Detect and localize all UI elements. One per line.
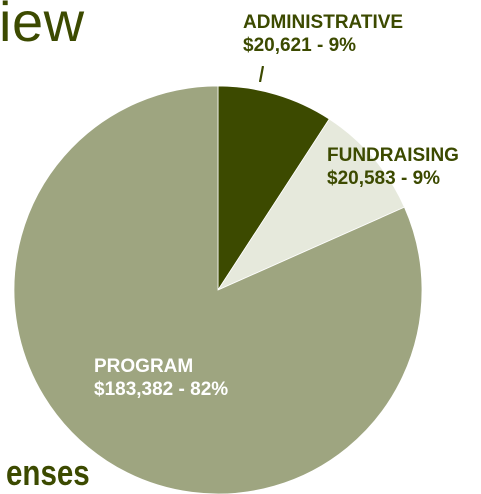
fundraising-label: FUNDRAISING $20,583 - 9% — [327, 144, 459, 190]
administrative-label-name: ADMINISTRATIVE — [243, 12, 404, 33]
administrative-leader-line — [259, 66, 264, 82]
fundraising-label-name: FUNDRAISING — [327, 145, 459, 166]
program-label-name: PROGRAM — [94, 356, 194, 377]
fundraising-label-value: $20,583 - 9% — [327, 168, 441, 189]
program-label: PROGRAM $183,382 - 82% — [94, 355, 228, 401]
pie-slice-administrative — [217, 85, 330, 292]
administrative-label-value: $20,621 - 9% — [243, 35, 357, 56]
page-title-fragment: iew — [0, 0, 85, 53]
administrative-label: ADMINISTRATIVE $20,621 - 9% — [243, 11, 403, 57]
page-subtitle-fragment: enses — [6, 452, 90, 493]
pie-slice-program — [13, 85, 423, 494]
pie-slice-fundraising — [216, 118, 405, 291]
program-label-value: $183,382 - 82% — [94, 379, 229, 400]
